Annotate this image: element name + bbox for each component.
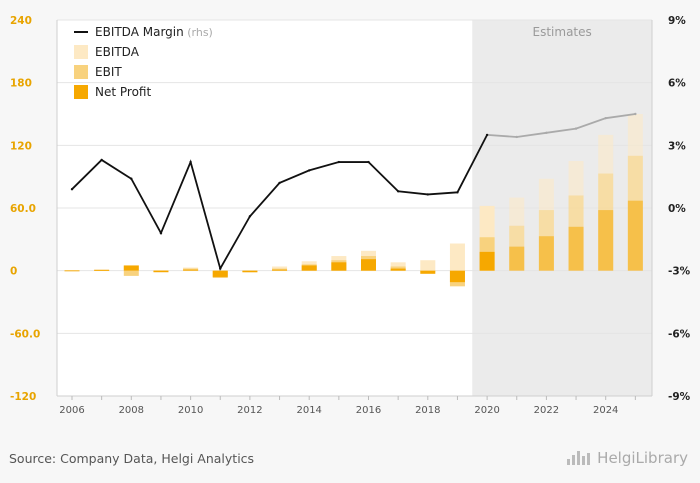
right-axis-tick-label: 0% (668, 203, 686, 215)
x-tick-label: 2010 (178, 405, 203, 416)
x-tick-label: 2022 (534, 405, 559, 416)
net-profit-bar (242, 270, 258, 273)
net-profit-bar (598, 210, 614, 271)
estimates-label: Estimates (533, 25, 592, 39)
net-profit-bar (272, 269, 288, 271)
right-axis-tick-label: -6% (668, 328, 691, 340)
net-profit-bar (479, 251, 495, 271)
ebitda-margin-point (337, 160, 341, 164)
ebitda-margin-point (100, 158, 103, 162)
net-profit-bar (568, 226, 584, 271)
ebit-bar (390, 266, 406, 271)
ebitda-margin-point (396, 190, 400, 193)
legend-label: Net Profit (95, 85, 151, 99)
net-profit-bar (509, 246, 525, 271)
library-icon (567, 451, 591, 465)
legend-label: EBIT (95, 65, 122, 79)
ebitda-margin-point (574, 127, 578, 130)
x-tick-label: 2014 (296, 405, 321, 416)
ebitda-margin-point (515, 135, 518, 139)
x-tick-label: 2008 (119, 405, 144, 416)
right-axis-tick-label: -9% (668, 391, 691, 403)
ebitda-margin-point (308, 169, 311, 172)
left-axis-tick-label: 60.0 (10, 203, 36, 215)
x-tick-label: 2024 (593, 405, 618, 416)
net-profit-bar (449, 270, 465, 283)
ebitda-margin-point (278, 181, 281, 185)
right-axis-tick-label: 3% (668, 140, 686, 152)
net-profit-bar (538, 236, 554, 271)
x-tick-label: 2016 (356, 405, 381, 416)
ebitda-margin-estimate-line (487, 113, 636, 138)
right-axis-tick-label: 6% (668, 78, 686, 90)
ebitda-margin-point (426, 193, 429, 196)
ebitda-margin-point (159, 231, 163, 235)
legend-bar-swatch (74, 65, 88, 79)
left-axis-tick-label: -120 (10, 391, 36, 403)
footer: Source: Company Data, Helgi Analytics He… (0, 440, 700, 483)
net-profit-bar (183, 269, 199, 271)
net-profit-bar (420, 270, 436, 274)
ebitda-margin-point (545, 131, 548, 134)
ebit-bar (123, 270, 139, 276)
net-profit-bar (331, 262, 347, 271)
net-profit-bar (153, 270, 169, 273)
legend: EBITDA Margin (rhs) EBITDA EBIT Net Profit (74, 25, 213, 99)
net-profit-bar (390, 268, 406, 271)
x-tick-label: 2018 (415, 405, 440, 416)
ebitda-margin-point (485, 133, 489, 137)
net-profit-bar (64, 270, 80, 272)
right-axis-tick-label: -3% (668, 266, 691, 278)
ebitda-margin-point (367, 160, 370, 164)
ebitda-bar (272, 266, 288, 271)
x-tick-label: 2020 (474, 405, 499, 416)
ebitda-margin-point (189, 160, 192, 164)
x-tick-label: 2012 (237, 405, 262, 416)
legend-label: EBITDA Margin (rhs) (95, 25, 213, 39)
ebitda-margin-point (219, 267, 222, 270)
left-axis-tick-label: 0 (10, 266, 17, 278)
ebitda-margin-point (248, 215, 252, 218)
ebitda-margin-point (70, 188, 74, 191)
right-axis-tick-label: 9% (668, 15, 686, 27)
ebitda-bar (153, 270, 169, 271)
left-axis-tick-label: 120 (10, 140, 32, 152)
helgi-library-logo[interactable]: HelgiLibrary (567, 449, 688, 467)
left-axis-tick-label: 240 (10, 15, 32, 27)
net-profit-bar (94, 270, 110, 271)
net-profit-bar (123, 265, 139, 271)
ebitda-bar (449, 243, 465, 271)
net-profit-bar (301, 265, 317, 271)
logo-text: HelgiLibrary (597, 449, 688, 467)
legend-label: EBITDA (95, 45, 140, 59)
source-note: Source: Company Data, Helgi Analytics (9, 451, 255, 466)
legend-bar-swatch (74, 45, 88, 59)
ebitda-bar (420, 260, 436, 271)
ebitda-margin-point (604, 116, 607, 120)
net-profit-bar (212, 270, 228, 277)
ebitda-margin-point (634, 112, 637, 116)
left-axis-tick-label: 180 (10, 78, 32, 90)
ebitda-margin-point (130, 177, 133, 180)
net-profit-bar (361, 259, 376, 271)
chart-svg: Estimates -120 -60.0 0 60.0 120 180 240 -9% -6% -3… (10, 15, 691, 416)
ebitda-margin-point (456, 191, 459, 194)
left-axis-tick-label: -60.0 (10, 328, 40, 340)
net-profit-bar (627, 200, 643, 271)
legend-bar-swatch (74, 85, 88, 99)
x-tick-label: 2006 (59, 405, 84, 416)
